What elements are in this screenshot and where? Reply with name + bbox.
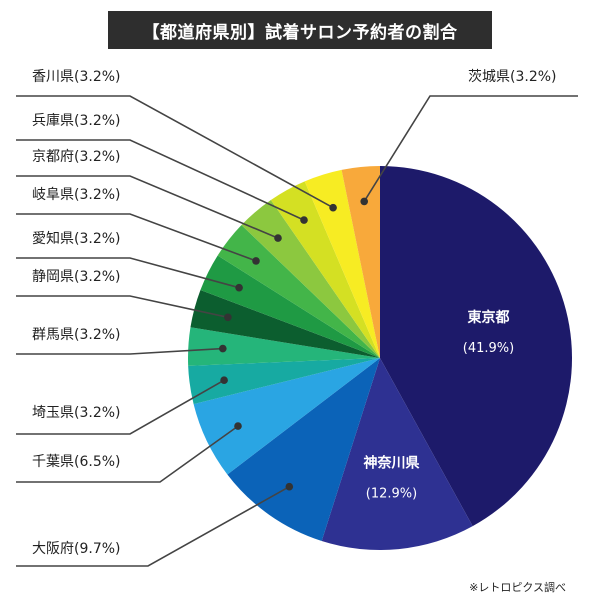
slice-label-1: 東京都 (468, 309, 510, 326)
slice-label-11: 兵庫県(3.2%) (32, 112, 121, 129)
leader-line-13 (363, 95, 578, 202)
leader-dot-8 (235, 283, 243, 292)
pie-slice-12 (304, 169, 380, 358)
slice-label-6: 群馬県(3.2%) (32, 327, 121, 343)
leader-line-3 (16, 486, 290, 567)
leader-line-10 (16, 175, 279, 239)
slice-labels: 東京都 (41.9%) 神奈川県 (12.9%) 大阪府(9.7%) 千葉県(6.5%) 埼… (32, 69, 557, 557)
slice-value-2: (12.9%) (366, 486, 417, 501)
leader-dot-4 (234, 422, 242, 430)
leader-lines (16, 95, 578, 567)
slice-value-1: (41.9%) (463, 341, 514, 356)
leader-dot-5 (220, 376, 228, 385)
leader-dot-6 (219, 344, 227, 353)
leader-line-9 (16, 213, 257, 262)
leader-dot-10 (274, 234, 282, 242)
slice-label-12: 香川県(3.2%) (32, 69, 121, 85)
pie-slice-13 (341, 166, 380, 358)
slice-label-9: 岐阜県(3.2%) (32, 186, 121, 203)
pie-slice-7 (190, 290, 380, 358)
pie-slice-1 (380, 166, 573, 527)
slice-label-4: 千葉県(6.5%) (32, 454, 121, 470)
slice-label-5: 埼玉県(3.2%) (32, 405, 121, 421)
slice-label-3: 大阪府(9.7%) (32, 541, 121, 557)
leader-dot-11 (300, 216, 308, 224)
leader-line-6 (16, 347, 223, 355)
pie-slice-5 (188, 358, 380, 405)
pie-slice-3 (227, 358, 380, 541)
chart-title: 【都道府県別】試着サロン予約者の割合 (108, 11, 492, 49)
source-note: ※レトロピクス調べ (469, 581, 566, 594)
pie-slice-4 (193, 358, 380, 475)
leader-dot-7 (224, 313, 232, 322)
pie-slice-8 (200, 255, 380, 358)
leader-dot-13 (360, 197, 369, 206)
leader-line-7 (16, 295, 229, 319)
leader-line-12 (16, 95, 334, 209)
pie-slice-11 (270, 181, 380, 358)
leader-dot-12 (329, 203, 337, 212)
slice-label-2: 神奈川県 (364, 454, 420, 471)
leader-dot-9 (252, 257, 260, 265)
pie-slices (187, 166, 573, 551)
slice-label-10: 京都府(3.2%) (32, 149, 121, 165)
slice-label-7: 静岡県(3.2%) (32, 269, 121, 285)
leader-dot-3 (285, 482, 294, 491)
slice-label-8: 愛知県(3.2%) (32, 230, 121, 247)
leader-line-11 (16, 139, 305, 221)
pie-slice-2 (321, 358, 473, 551)
slice-label-13: 茨城県(3.2%) (468, 69, 557, 85)
leader-line-5 (16, 379, 225, 435)
leader-line-8 (16, 257, 240, 289)
pie-slice-6 (187, 327, 380, 366)
leader-line-4 (16, 425, 239, 483)
